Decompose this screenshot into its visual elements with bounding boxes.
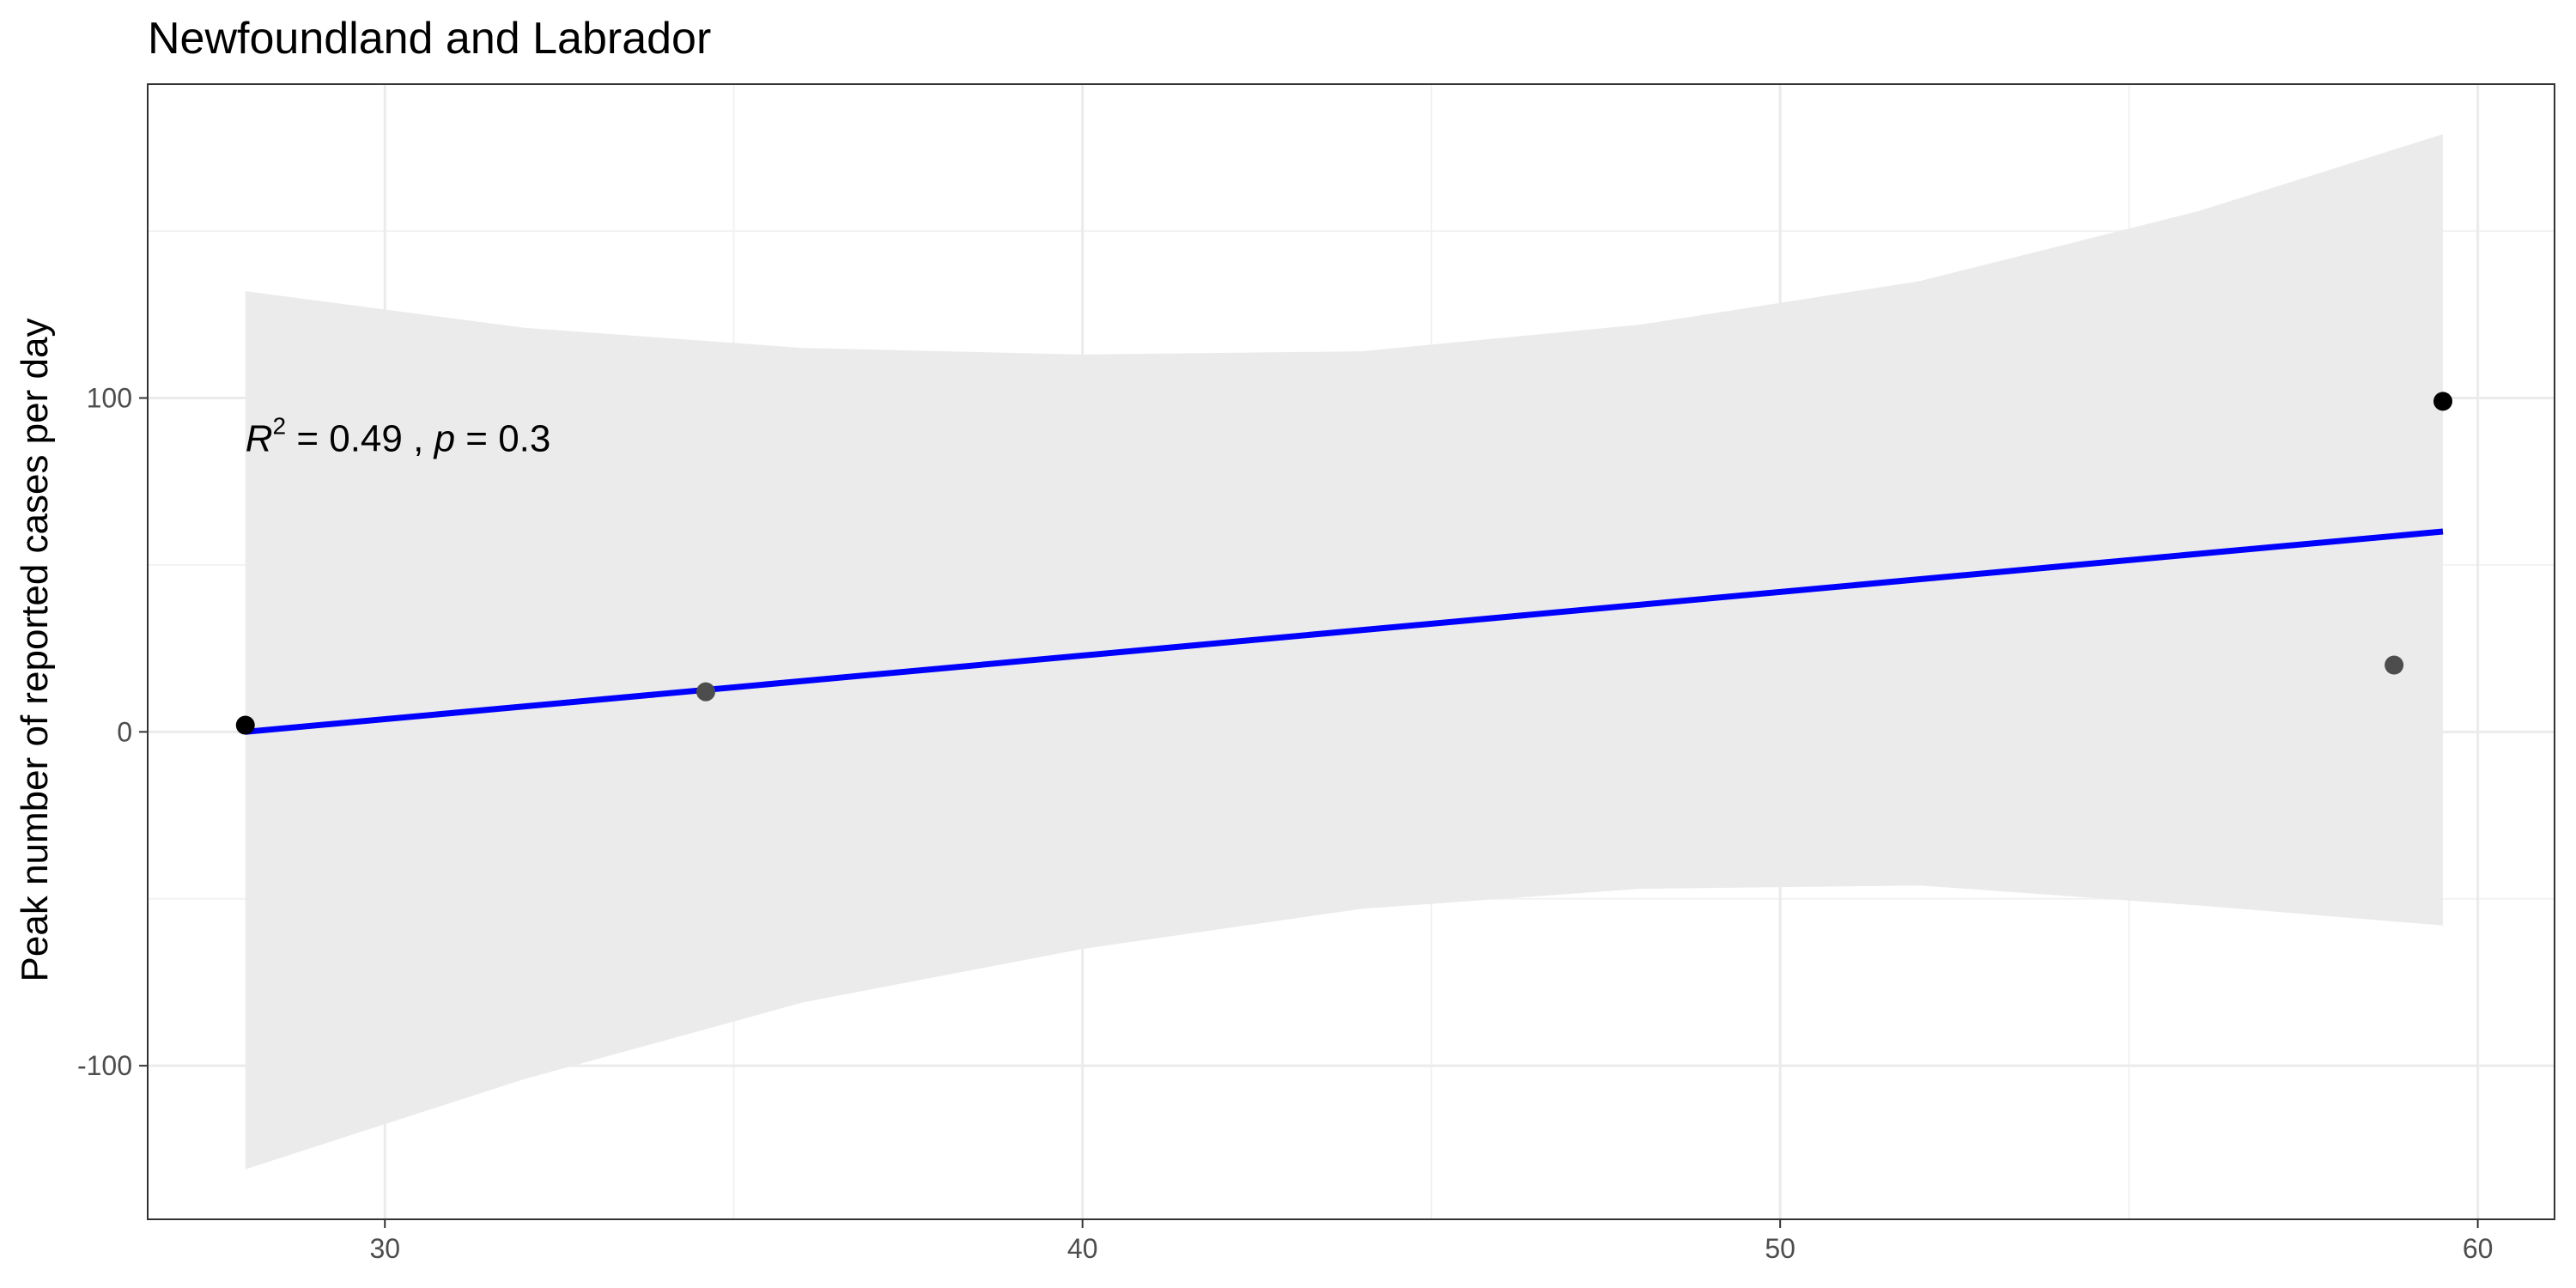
r-symbol: R [246, 418, 273, 460]
x-tick-label-1: 40 [1067, 1233, 1098, 1264]
data-point-1 [696, 682, 715, 702]
data-point-0 [235, 715, 255, 735]
x-tick-label-0: 30 [369, 1233, 400, 1264]
x-axis: 30 40 50 60 [369, 1219, 2493, 1264]
x-tick-label-3: 60 [2463, 1233, 2494, 1264]
y-tick-label-1: 0 [117, 716, 132, 747]
panel-border [147, 83, 2555, 1220]
y-axis: -100 0 100 [77, 382, 148, 1081]
regression-stats-annotation: R2 = 0.49 , p = 0.3 [246, 413, 551, 460]
p-symbol: p [433, 418, 455, 460]
y-tick-label-2: 100 [87, 382, 132, 413]
regression-line [245, 528, 2444, 735]
r-exponent: 2 [273, 413, 287, 440]
y-axis-label: Peak number of reported cases per day [14, 319, 56, 982]
data-point-3 [2433, 392, 2453, 411]
data-points [235, 392, 2453, 735]
p-value: = 0.3 [455, 418, 550, 460]
r-value: = 0.49 , [286, 418, 434, 460]
chart-title: Newfoundland and Labrador [148, 14, 711, 64]
y-tick-label-0: -100 [77, 1050, 132, 1081]
x-tick-label-2: 50 [1765, 1233, 1795, 1264]
data-point-2 [2385, 655, 2404, 675]
plot-panel: R2 = 0.49 , p = 0.3 [147, 83, 2555, 1220]
confidence-band [245, 134, 2444, 1170]
